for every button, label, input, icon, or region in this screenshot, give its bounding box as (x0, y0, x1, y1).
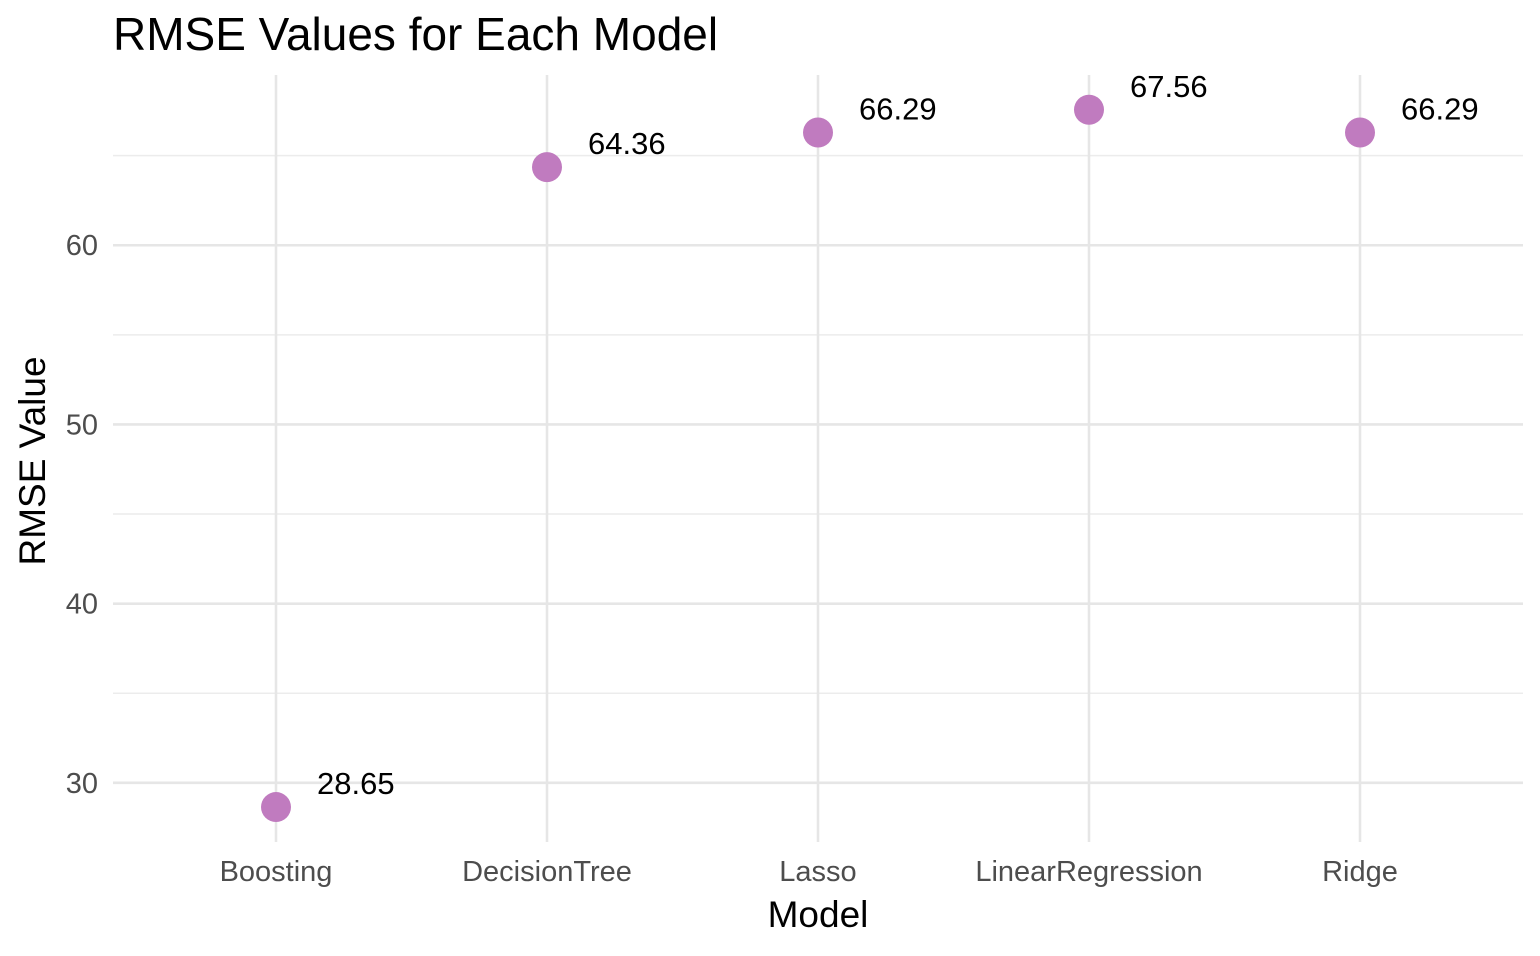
x-tick-label: Lasso (779, 856, 856, 888)
x-tick-label: DecisionTree (462, 856, 632, 888)
x-axis-title: Model (768, 894, 869, 935)
data-label: 66.29 (859, 92, 937, 127)
data-label: 28.65 (317, 766, 395, 801)
x-tick-label: LinearRegression (975, 856, 1202, 888)
data-label: 64.36 (588, 126, 666, 161)
x-axis-ticks: Boosting DecisionTree Lasso LinearRegressio… (220, 856, 1398, 888)
data-point (532, 152, 562, 183)
y-tick-label: 30 (66, 768, 98, 800)
data-point (1074, 94, 1104, 125)
data-label: 67.56 (1130, 69, 1208, 104)
data-labels: 28.65 64.36 66.29 67.56 66.29 (317, 69, 1479, 801)
data-points (261, 94, 1375, 823)
grid (113, 75, 1523, 842)
data-point (803, 117, 833, 148)
y-tick-label: 40 (66, 589, 98, 621)
x-tick-label: Ridge (1322, 856, 1398, 888)
y-axis-ticks: 30 40 50 60 (66, 230, 98, 800)
data-point (261, 792, 291, 823)
y-axis-title: RMSE Value (12, 356, 53, 565)
data-point (1345, 117, 1375, 148)
chart-title: RMSE Values for Each Model (113, 8, 718, 60)
x-tick-label: Boosting (220, 856, 333, 888)
data-label: 66.29 (1401, 92, 1479, 127)
y-tick-label: 60 (66, 230, 98, 262)
y-tick-label: 50 (66, 409, 98, 441)
